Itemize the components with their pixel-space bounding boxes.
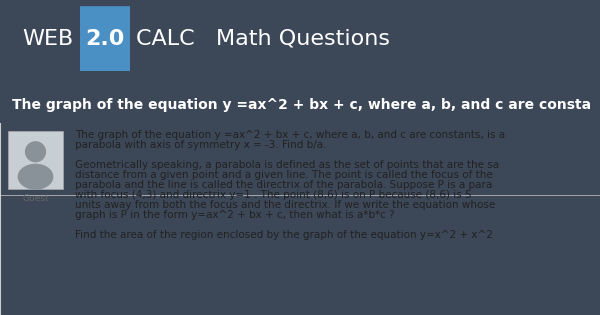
Text: with focus (4,3) and directrix y=1 . The point (8,6) is on P because (8,6) is 5: with focus (4,3) and directrix y=1 . The… (75, 191, 472, 200)
Text: parabola and the line is called the directrix of the parabola. Suppose P is a pa: parabola and the line is called the dire… (75, 180, 492, 191)
Text: Find the area of the region enclosed by the graph of the equation y=x^2 + x^2: Find the area of the region enclosed by … (75, 231, 493, 240)
FancyBboxPatch shape (8, 131, 63, 190)
Text: The graph of the equation y =ax^2 + bx + c, where a, b, and c are constants, is : The graph of the equation y =ax^2 + bx +… (75, 130, 505, 140)
Text: WEB: WEB (22, 29, 73, 49)
Text: The graph of the equation y =ax^2 + bx + c, where a, b, and c are consta: The graph of the equation y =ax^2 + bx +… (12, 98, 591, 112)
Text: CALC   Math Questions: CALC Math Questions (136, 29, 390, 49)
Circle shape (26, 142, 46, 162)
Text: 2.0: 2.0 (85, 29, 125, 49)
Text: Geometrically speaking, a parabola is defined as the set of points that are the : Geometrically speaking, a parabola is de… (75, 160, 499, 170)
Text: units away from both the focus and the directrix. If we write the equation whose: units away from both the focus and the d… (75, 200, 495, 210)
Text: graph is P in the form y=ax^2 + bx + c, then what is a*b*c ?: graph is P in the form y=ax^2 + bx + c, … (75, 210, 395, 220)
Text: distance from a given point and a given line. The point is called the focus of t: distance from a given point and a given … (75, 170, 493, 180)
Text: Guest: Guest (22, 194, 49, 203)
Ellipse shape (17, 164, 53, 190)
Text: parabola with axis of symmetry x = -3. Find b/a.: parabola with axis of symmetry x = -3. F… (75, 140, 326, 151)
FancyBboxPatch shape (80, 6, 130, 71)
